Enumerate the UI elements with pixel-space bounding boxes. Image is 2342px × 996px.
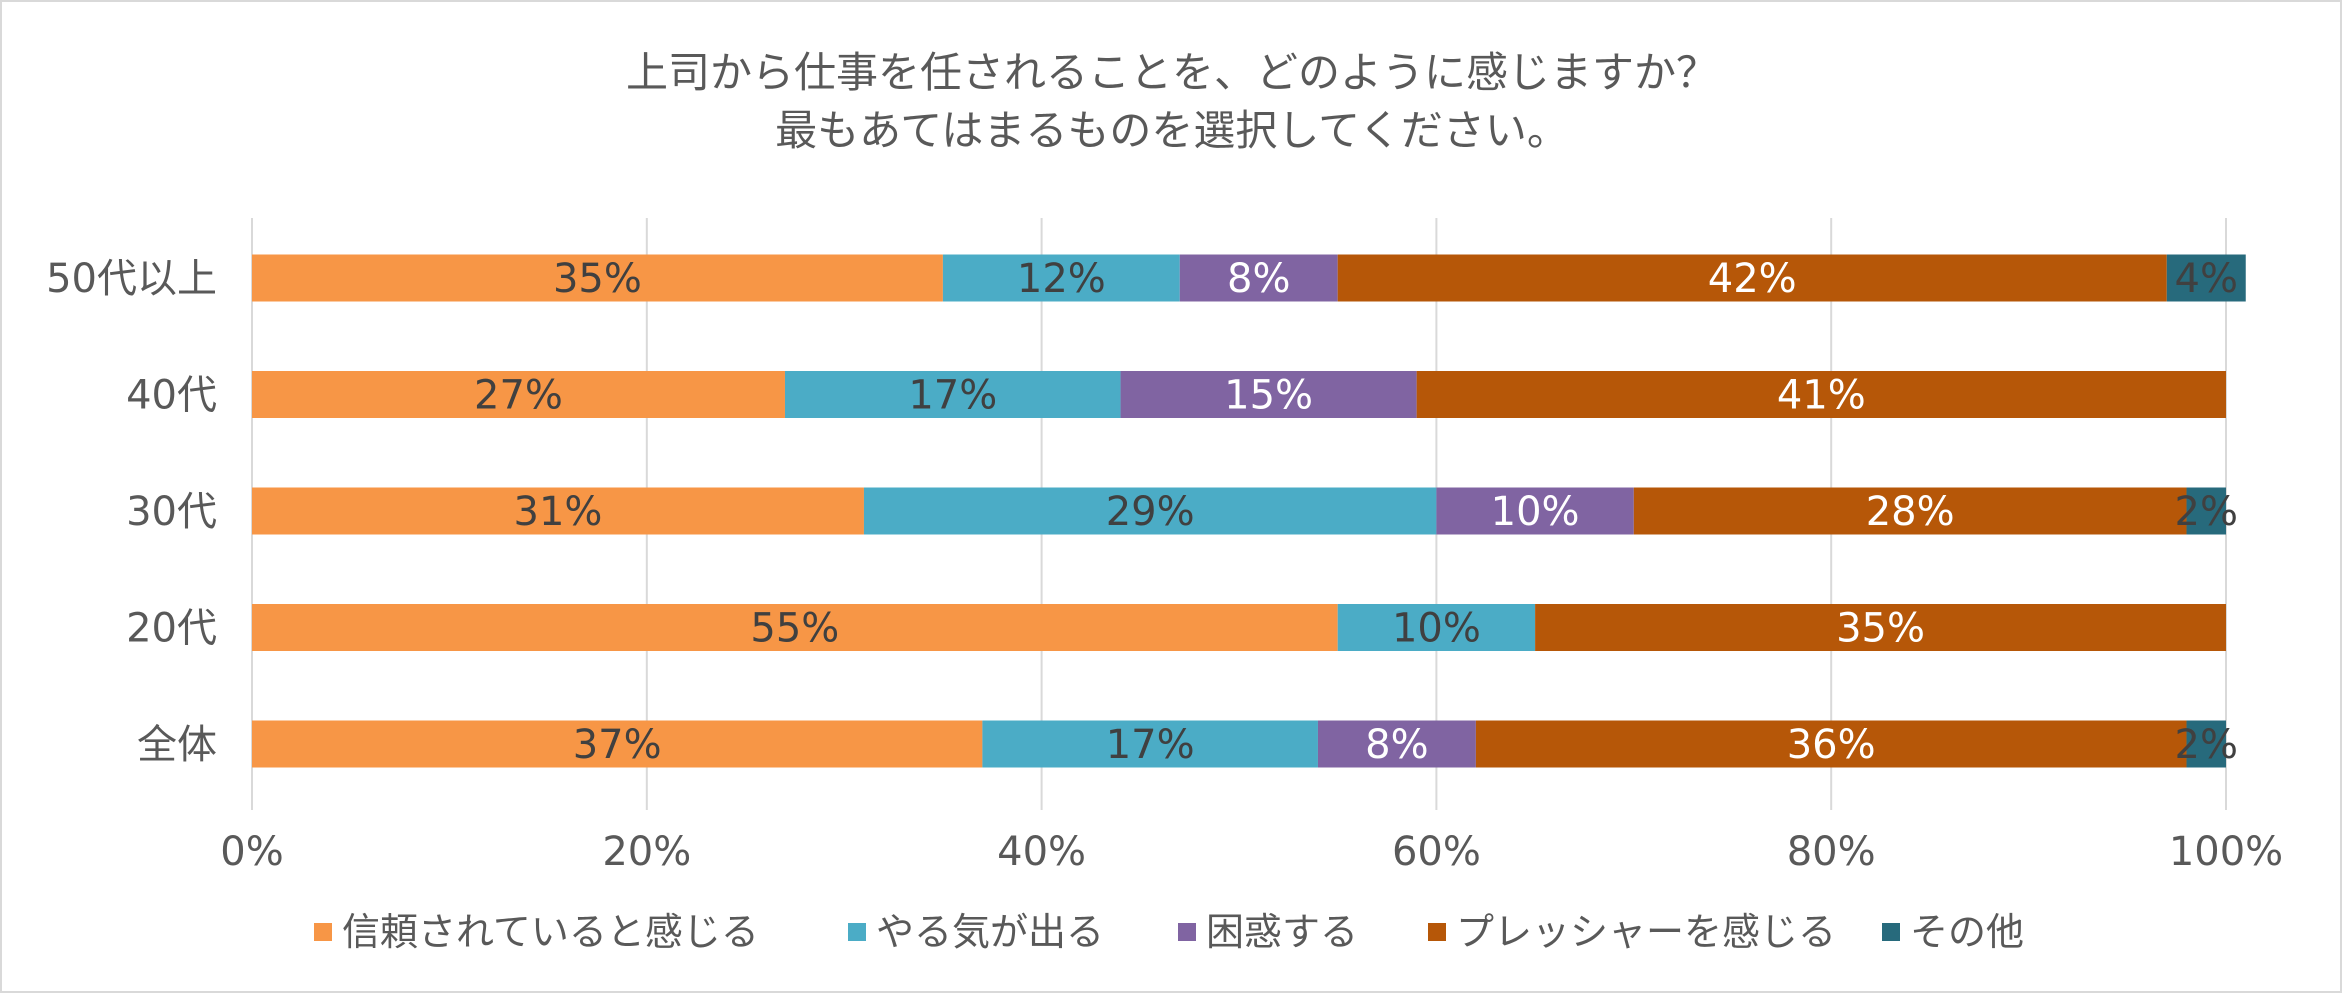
bar-1-series-2 [1120, 371, 1417, 418]
bar-0-series-4 [2166, 254, 2246, 302]
legend: 信頼されていると感じる やる気が出る 困惑する プレッシャーを感じる その他 [314, 910, 2024, 954]
bar-3-series-0 [252, 604, 1338, 651]
chart-title: 上司から仕事を任されることを、どのように感じますか？ 最もあてはまるものを選択し… [626, 48, 1718, 155]
chart-title-line-2: 最もあてはまるものを選択してください。 [775, 106, 1569, 155]
x-tick-label-1: 20% [602, 829, 691, 875]
data-label-3-series-1: 10% [1392, 606, 1481, 652]
x-tick-label-2: 40% [997, 829, 1086, 875]
bar-0-series-3 [1337, 254, 2167, 302]
legend-swatch-0 [314, 923, 332, 941]
data-label-2-series-4: 2% [2175, 489, 2238, 535]
legend-swatch-2 [1178, 923, 1196, 941]
category-label-3: 20代 [126, 606, 217, 652]
bar-2-series-3 [1633, 487, 2187, 535]
legend-swatch-4 [1882, 923, 1900, 941]
bar-4-series-4 [2186, 720, 2226, 768]
data-label-2-series-1: 29% [1106, 489, 1195, 535]
x-tick-label-5: 100% [2169, 829, 2283, 875]
bar-1-series-0 [252, 371, 785, 418]
bar-2-series-1 [863, 487, 1437, 535]
data-label-3-series-0: 55% [750, 606, 839, 652]
bar-0-series-2 [1179, 254, 1338, 302]
data-label-1-series-3: 41% [1777, 373, 1866, 419]
bar-2-series-2 [1436, 487, 1634, 535]
data-label-3-series-3: 35% [1836, 606, 1925, 652]
bar-4-series-2 [1317, 720, 1476, 768]
data-label-4-series-2: 8% [1365, 722, 1428, 768]
legend-swatch-1 [848, 923, 866, 941]
bar-1-series-1 [784, 371, 1121, 418]
data-label-4-series-1: 17% [1106, 722, 1195, 768]
data-label-2-series-3: 28% [1866, 489, 1955, 535]
data-label-4-series-3: 36% [1787, 722, 1876, 768]
category-label-2: 30代 [126, 489, 217, 535]
data-label-0-series-2: 8% [1227, 256, 1290, 302]
category-label-0: 50代以上 [46, 256, 217, 302]
bar-0-series-1 [942, 254, 1180, 302]
legend-label-1: やる気が出る [876, 910, 1104, 954]
x-tick-label-4: 80% [1787, 829, 1876, 875]
data-label-0-series-3: 42% [1708, 256, 1797, 302]
value-axis: 0% 20% 40% 60% 80% 100% [220, 829, 2283, 875]
bar-2-series-4 [2186, 487, 2226, 535]
legend-swatch-3 [1428, 923, 1446, 941]
data-label-4-series-4: 2% [2175, 722, 2238, 768]
bar-3-series-3 [1535, 604, 2226, 651]
data-label-1-series-0: 27% [474, 373, 563, 419]
bar-4-series-0 [252, 720, 983, 768]
legend-label-4: その他 [1910, 910, 2024, 954]
bar-3-series-1 [1337, 604, 1536, 651]
bars: 35% 12% 8% 42% 4% 27% 17% 15% 41% 31% 29% 10% 28% 2% 5… [252, 254, 2246, 768]
bar-0-series-0 [252, 254, 943, 302]
x-tick-label-3: 60% [1392, 829, 1481, 875]
data-label-0-series-4: 4% [2175, 256, 2238, 302]
data-label-1-series-1: 17% [908, 373, 997, 419]
bar-4-series-3 [1475, 720, 2187, 768]
data-label-0-series-1: 12% [1017, 256, 1106, 302]
chart-title-line-1: 上司から仕事を任されることを、どのように感じますか？ [626, 48, 1718, 97]
bar-1-series-3 [1416, 371, 2226, 418]
category-label-1: 40代 [126, 373, 217, 419]
x-tick-label-0: 0% [220, 829, 283, 875]
category-label-4: 全体 [137, 722, 217, 768]
legend-label-0: 信頼されていると感じる [342, 910, 759, 954]
data-label-0-series-0: 35% [553, 256, 642, 302]
bar-4-series-1 [982, 720, 1318, 768]
legend-label-3: プレッシャーを感じる [1456, 910, 1836, 954]
data-label-4-series-0: 37% [573, 722, 662, 768]
data-label-1-series-2: 15% [1224, 373, 1313, 419]
data-label-2-series-0: 31% [514, 489, 603, 535]
bar-2-series-0 [252, 487, 864, 535]
legend-label-2: 困惑する [1206, 910, 1358, 954]
data-label-2-series-2: 10% [1491, 489, 1580, 535]
